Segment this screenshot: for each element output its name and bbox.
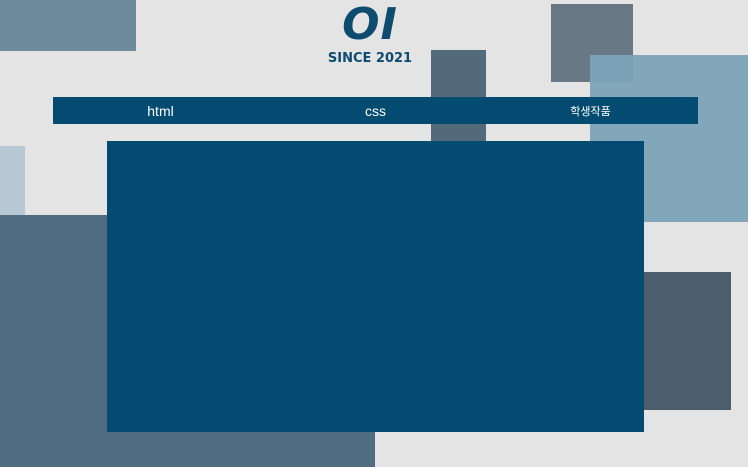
- decor-block: [0, 0, 136, 51]
- site-logo[interactable]: OI SINCE 2021: [310, 2, 430, 66]
- nav-item-html[interactable]: html: [147, 102, 174, 119]
- main-nav: html css 학생작품: [53, 97, 698, 124]
- decor-block: [640, 272, 731, 410]
- logo-mark: OI: [342, 0, 398, 50]
- nav-item-css[interactable]: css: [365, 102, 386, 119]
- decor-block: [431, 50, 486, 142]
- logo-since: SINCE 2021: [327, 51, 413, 66]
- content-panel: [107, 141, 644, 432]
- nav-item-student-works[interactable]: 학생작품: [570, 104, 611, 118]
